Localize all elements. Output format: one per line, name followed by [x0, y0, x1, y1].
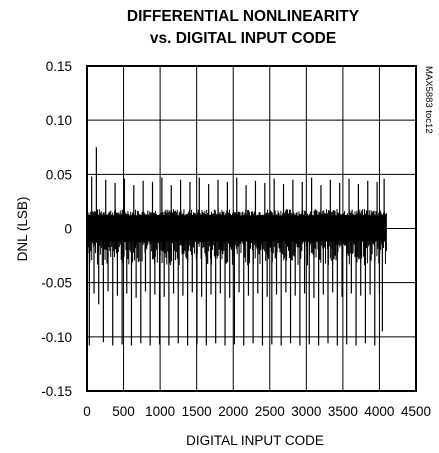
- y-tick-label: -0.05: [41, 276, 72, 291]
- x-tick-label: 0: [83, 404, 91, 419]
- x-tick-label: 3000: [291, 404, 321, 419]
- dnl-spikes: [88, 147, 385, 346]
- y-tick-label: 0.10: [46, 113, 72, 128]
- x-tick-label: 4500: [401, 404, 431, 419]
- y-tick-labels: 0.15 0.10 0.05 0 -0.05 -0.10 -0.15: [41, 59, 72, 399]
- x-tick-label: 1500: [182, 404, 212, 419]
- y-axis-label: DNL (LSB): [15, 197, 30, 262]
- y-tick-label: -0.15: [41, 384, 72, 399]
- chart-subtitle: vs. DIGITAL INPUT CODE: [150, 30, 336, 47]
- x-tick-label: 1000: [145, 404, 175, 419]
- y-tick-label: -0.10: [41, 330, 72, 345]
- x-axis-label: DIGITAL INPUT CODE: [186, 433, 324, 448]
- x-tick-label: 4000: [364, 404, 394, 419]
- dnl-dense-band: [86, 209, 387, 266]
- x-tick-label: 2000: [218, 404, 248, 419]
- x-tick-label: 3500: [328, 404, 358, 419]
- chart-title: DIFFERENTIAL NONLINEARITY: [127, 8, 360, 25]
- figure-id: MAX5883 toc12: [423, 66, 434, 134]
- x-tick-label: 2500: [255, 404, 285, 419]
- x-tick-labels: 0 500 1000 1500 2000 2500 3000 3500 4000 4500: [83, 404, 431, 419]
- plot-frame: [86, 65, 417, 392]
- y-tick-label: 0: [64, 222, 72, 237]
- y-tick-label: 0.05: [46, 167, 72, 182]
- y-tick-label: 0.15: [46, 59, 72, 74]
- x-tick-label: 500: [112, 404, 135, 419]
